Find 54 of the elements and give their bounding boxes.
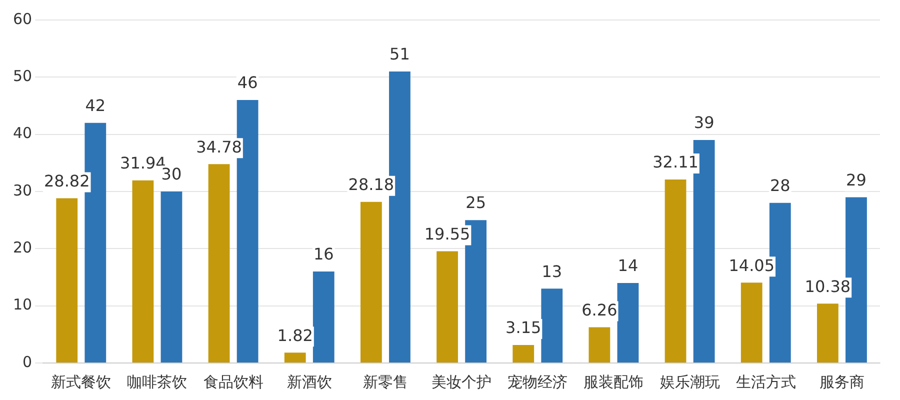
- data-label: 30: [161, 164, 182, 184]
- data-label: 14.05: [728, 256, 775, 275]
- y-tick-label: 30: [12, 181, 32, 200]
- bar: [160, 192, 182, 362]
- y-tick-label: 0: [22, 352, 32, 371]
- x-tick-label: 娱乐潮玩: [660, 372, 720, 391]
- bar: [541, 288, 563, 362]
- data-label: 3.15: [506, 318, 542, 338]
- x-tick-label: 咖啡茶饮: [127, 372, 188, 391]
- bar: [312, 272, 334, 362]
- x-tick-label: 新零售: [362, 372, 408, 391]
- bar: [588, 327, 610, 362]
- bar: [740, 282, 762, 362]
- data-label: 32.11: [652, 152, 698, 172]
- bar: [132, 180, 154, 362]
- x-tick-label: 美妆个护: [432, 372, 492, 391]
- bar: [816, 304, 838, 362]
- x-tick-label: 宠物经济: [508, 372, 568, 391]
- data-label: 28: [770, 176, 790, 196]
- data-label: 16: [313, 244, 334, 264]
- bar: [284, 352, 306, 362]
- data-label: 13: [542, 262, 562, 281]
- x-tick-label: 新式餐饮: [51, 372, 112, 391]
- bar: [360, 202, 382, 362]
- data-label: 39: [694, 113, 714, 132]
- bar: [56, 198, 78, 362]
- y-tick-label: 20: [12, 238, 32, 257]
- data-label: 25: [466, 193, 486, 212]
- data-label: 34.78: [196, 137, 242, 156]
- data-label: 10.38: [804, 276, 851, 296]
- x-tick-label: 新酒饮: [286, 372, 332, 391]
- y-tick-label: 40: [12, 124, 32, 142]
- bar: [664, 179, 686, 362]
- data-label: 19.55: [424, 224, 470, 244]
- bar: [512, 344, 534, 362]
- data-label: 1.82: [277, 326, 313, 345]
- y-tick-label: 50: [12, 67, 32, 86]
- x-tick-label: 生活方式: [736, 372, 796, 391]
- data-label: 28.18: [348, 175, 394, 194]
- data-label: 46: [237, 73, 258, 92]
- data-label: 29: [846, 170, 866, 190]
- x-tick-label: 食品饮料: [203, 372, 264, 391]
- data-label: 51: [390, 44, 410, 64]
- bar: [436, 251, 458, 362]
- data-label: 28.82: [44, 171, 90, 190]
- x-tick-label: 服务商: [819, 372, 864, 391]
- data-label: 14: [618, 256, 638, 276]
- y-tick-label: 60: [12, 10, 32, 28]
- data-label: 42: [85, 96, 106, 116]
- bar: [208, 164, 230, 362]
- bar: [617, 282, 639, 362]
- y-tick-label: 10: [12, 296, 32, 314]
- data-label: 6.26: [582, 300, 618, 320]
- x-tick-label: 服装配饰: [584, 372, 644, 391]
